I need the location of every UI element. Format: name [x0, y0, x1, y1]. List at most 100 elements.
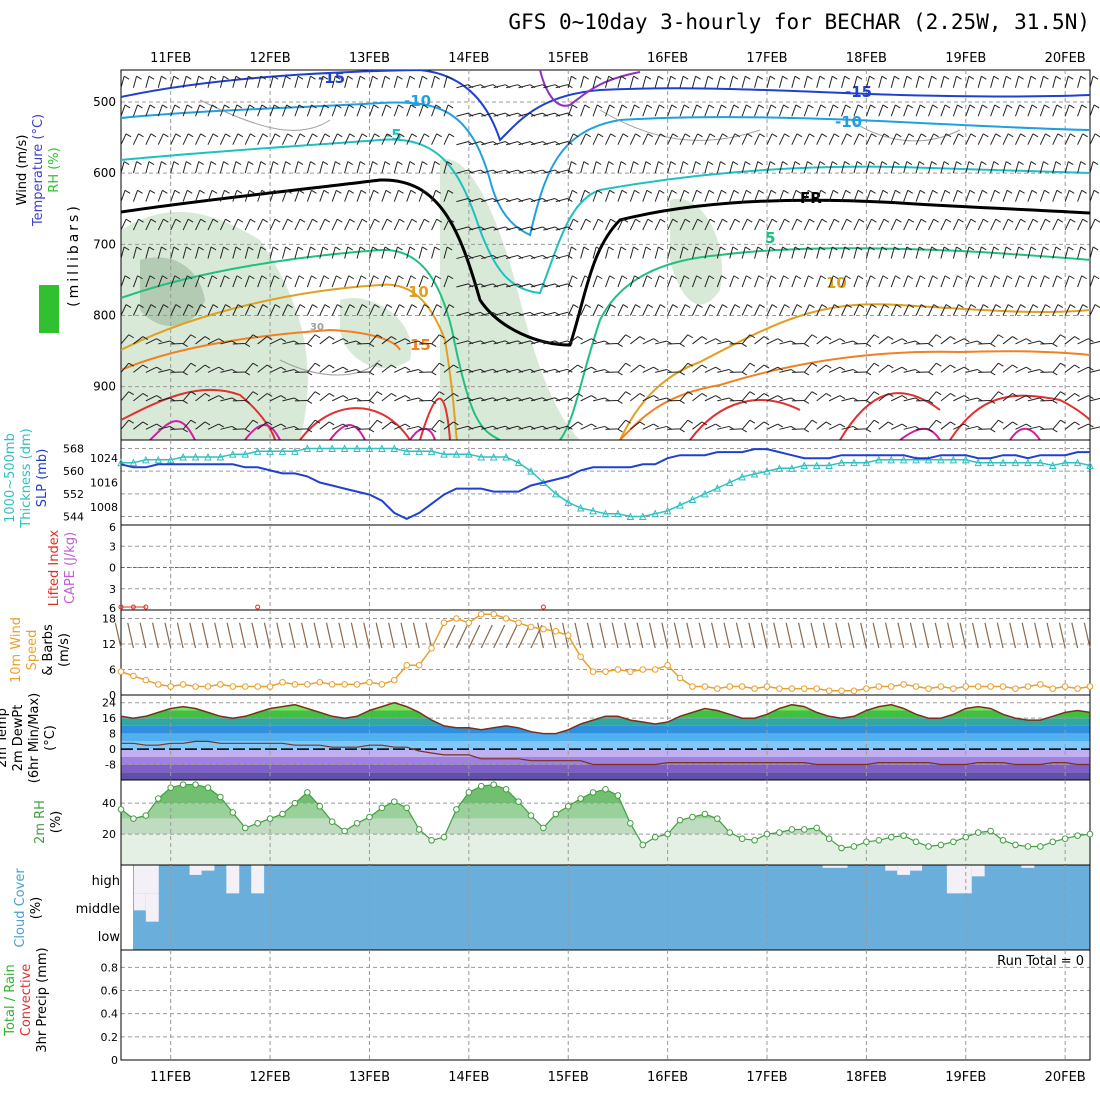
wind-barb-flag [932, 104, 938, 109]
wind-barb-flag [376, 362, 383, 367]
wind-barb-flag [945, 218, 952, 223]
wind-barb-flag [138, 304, 144, 309]
date-tick-top: 18FEB [846, 51, 887, 66]
thickness-point [353, 444, 361, 452]
wind-barb [132, 304, 139, 316]
wind-barb-flag [695, 161, 701, 166]
wind-barb-flag [919, 189, 926, 194]
wind10m-point [1024, 683, 1032, 690]
wind-barb [431, 161, 436, 174]
wind-barb [952, 76, 957, 88]
wind-barb-flag [660, 218, 666, 223]
wind-barb [828, 304, 835, 316]
wind-barb [182, 219, 189, 231]
wind-barb [754, 190, 760, 202]
wind-barb [195, 133, 202, 145]
wind-barb [928, 76, 933, 88]
wind-barb-flag [809, 304, 815, 309]
wind10m-barb [909, 622, 917, 649]
wind-barb-flag [280, 338, 287, 343]
wind-barb-flag [236, 189, 243, 194]
wind-barb-flag [696, 104, 702, 109]
date-tick-top: 14FEB [448, 51, 489, 66]
wind-barb [481, 141, 493, 146]
wind-barb [306, 161, 311, 174]
wind-barb [965, 397, 978, 402]
wind-barb [878, 104, 884, 117]
temp-tick: 0 [109, 743, 116, 756]
wind-barb [1052, 391, 1061, 402]
wind-barb [630, 364, 641, 373]
wind-barb [356, 190, 362, 202]
wind-barb [990, 334, 999, 345]
wind-barb [679, 161, 684, 174]
wind-barb [1015, 304, 1021, 316]
wind-barb [754, 161, 759, 174]
wind-barb-flag [918, 161, 925, 166]
wind-barb-flag [647, 218, 654, 223]
wind-barb [580, 275, 586, 288]
date-tick-bottom: 20FEB [1045, 1070, 1086, 1085]
wind-barb-flag [983, 304, 989, 309]
rh2m-point [974, 829, 982, 836]
wind-barb-flag [376, 391, 383, 396]
wind-barb [841, 369, 854, 373]
wind-barb [331, 219, 338, 231]
rh2m-point [130, 815, 137, 822]
wind-barb-flag [439, 391, 445, 396]
wind-barb [306, 133, 313, 145]
wind-barb [418, 104, 424, 117]
wind-barb-flag [958, 304, 964, 309]
wind-barb [369, 391, 378, 402]
wind-barb-flag [670, 246, 676, 251]
wind-barb-flag [935, 419, 942, 424]
wind10m-barb [723, 622, 731, 649]
wind-barb [679, 275, 685, 288]
wind-barb [865, 246, 870, 259]
wind-barb [679, 76, 684, 88]
wind-barb [530, 311, 543, 316]
wind-barb [207, 246, 212, 259]
wind-barb [580, 304, 587, 316]
wind-barb [468, 84, 481, 89]
slp-tick: 1008 [90, 501, 118, 514]
wind-barb-flag [572, 104, 578, 109]
rh2m-point [875, 836, 883, 844]
wind-barb-flag [1094, 133, 1100, 138]
wind-barb-flag [782, 75, 788, 80]
wind-barb [555, 169, 568, 174]
wind-barb-flag [794, 161, 801, 166]
wind-barb-flag [763, 393, 770, 397]
wind-barb [220, 340, 233, 345]
wind-barb [567, 76, 572, 88]
wind-barb [443, 219, 450, 231]
wind-barb-flag [746, 133, 753, 138]
wind-barb-flag [763, 364, 770, 369]
wind-barb [555, 311, 568, 316]
wind-barb-flag [895, 275, 901, 280]
wind-barb [1052, 104, 1058, 117]
wind10m-barb [313, 622, 321, 649]
wind-barb [120, 362, 130, 373]
wind-barb [878, 76, 883, 88]
wind-barb-flag [1056, 189, 1063, 194]
wind-barb-flag [223, 246, 229, 251]
wind-barb-flag [759, 304, 765, 309]
temp-band [121, 741, 1090, 750]
wind-barb [431, 190, 437, 202]
wind-barb-flag [336, 275, 342, 280]
thickness-point [614, 509, 622, 518]
wind-barb-flag [1074, 364, 1080, 369]
wind-barb-flag [707, 161, 714, 166]
wind-barb [1077, 190, 1083, 202]
wind-barb [741, 190, 747, 202]
wind-barb-flag [173, 161, 180, 166]
wind-barb [269, 133, 276, 145]
wind-barb [692, 219, 698, 231]
wind-barb-flag [584, 104, 591, 109]
wind-barb-flag [695, 246, 701, 251]
wind-barb-flag [620, 75, 627, 80]
wind-barb [567, 246, 572, 259]
wind-barb [244, 161, 249, 174]
wind-barb-flag [783, 275, 789, 280]
